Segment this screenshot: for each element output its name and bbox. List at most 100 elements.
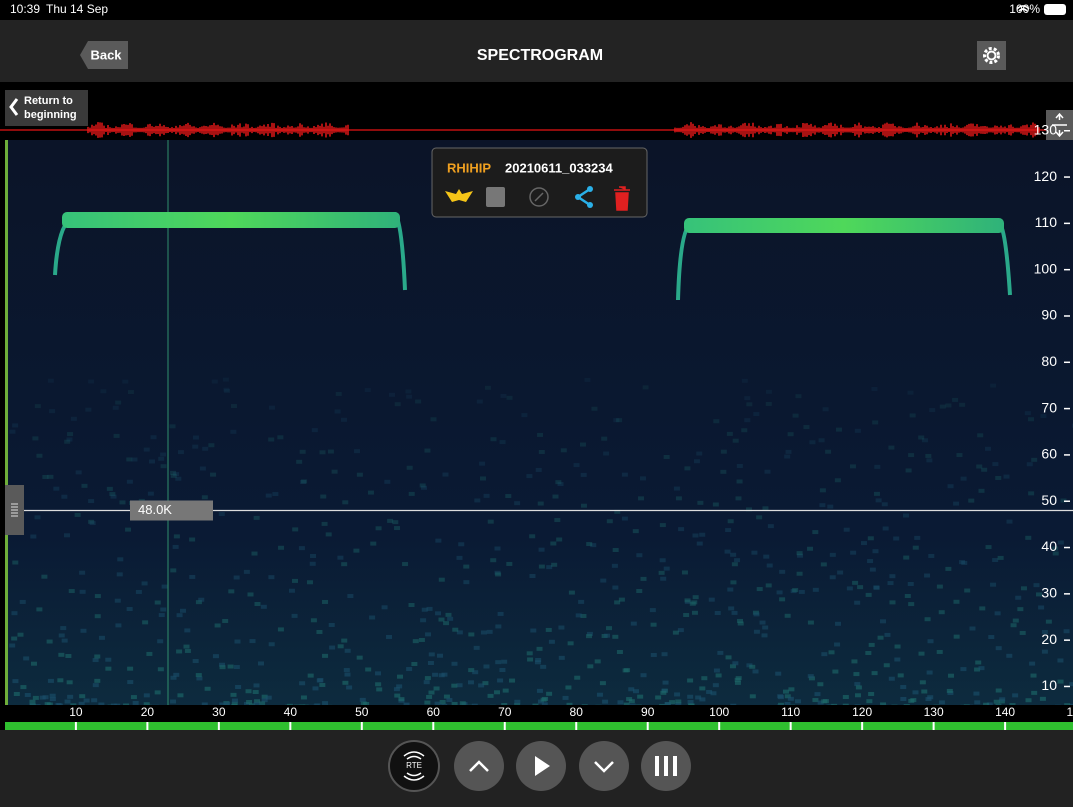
noise-cell	[787, 696, 794, 701]
noise-cell	[199, 466, 206, 471]
noise-cell	[883, 663, 890, 668]
noise-cell	[779, 569, 786, 574]
noise-cell	[456, 683, 463, 688]
noise-cell	[697, 500, 704, 505]
return-label[interactable]: Return to	[24, 95, 73, 107]
back-button[interactable]	[80, 41, 128, 69]
gear-icon[interactable]	[983, 47, 1000, 64]
noise-cell	[214, 623, 221, 628]
noise-cell	[494, 546, 501, 551]
noise-cell	[726, 431, 733, 436]
down-button[interactable]	[579, 741, 629, 791]
noise-cell	[545, 627, 552, 632]
handle-grip	[11, 503, 18, 517]
noise-cell	[344, 672, 351, 677]
noise-cell	[298, 546, 305, 551]
noise-cell	[612, 585, 619, 590]
up-button[interactable]	[454, 741, 504, 791]
noise-cell	[160, 607, 167, 612]
x-tick-label: 90	[641, 705, 655, 719]
trash-icon[interactable]	[614, 186, 630, 211]
noise-cell	[183, 644, 190, 649]
noise-cell	[699, 532, 706, 537]
noise-cell	[960, 476, 967, 481]
notebook-icon[interactable]	[486, 187, 505, 207]
marker-label: 48.0K	[138, 502, 172, 517]
noise-cell	[874, 464, 881, 469]
noise-cell	[359, 697, 366, 702]
bat-icon[interactable]	[445, 189, 473, 202]
noise-cell	[947, 690, 954, 695]
noise-cell	[696, 541, 703, 546]
time-axis-strip	[0, 705, 1073, 722]
noise-cell	[127, 390, 134, 395]
noise-cell	[749, 664, 756, 669]
waveform-segment	[674, 122, 1040, 138]
y-tick-label: 100	[1034, 260, 1058, 276]
return-label[interactable]: beginning	[24, 109, 77, 121]
noise-cell	[894, 644, 901, 649]
noise-cell	[734, 558, 741, 563]
noise-cell	[9, 643, 16, 648]
noise-cell	[439, 700, 446, 705]
noise-cell	[817, 682, 824, 687]
noise-cell	[684, 598, 691, 603]
noise-cell	[487, 519, 494, 524]
y-tick-label: 120	[1034, 168, 1058, 184]
noise-cell	[1029, 661, 1036, 666]
noise-cell	[807, 674, 814, 679]
noise-cell	[486, 629, 493, 634]
noise-cell	[924, 573, 931, 578]
return-button[interactable]	[5, 90, 88, 126]
noise-cell	[451, 661, 458, 666]
noise-cell	[106, 486, 113, 491]
noise-cell	[252, 690, 259, 695]
noise-cell	[430, 417, 437, 422]
noise-cell	[480, 630, 487, 635]
compass-icon[interactable]	[529, 187, 549, 207]
noise-cell	[227, 664, 234, 669]
noise-cell	[661, 652, 668, 657]
noise-cell	[661, 688, 668, 693]
back-label[interactable]: Back	[90, 47, 122, 62]
noise-cell	[288, 588, 295, 593]
noise-cell	[344, 648, 351, 653]
noise-cell	[356, 472, 363, 477]
noise-cell	[1025, 698, 1032, 703]
noise-cell	[713, 419, 720, 424]
noise-cell	[753, 612, 760, 617]
noise-cell	[765, 389, 772, 394]
noise-cell	[866, 699, 873, 704]
noise-cell	[83, 698, 90, 703]
noise-cell	[94, 654, 101, 659]
time-axis: 10 20 30 40 50 60 70 80 90 100 110 120 130 140 150	[69, 705, 1073, 730]
settings-button[interactable]	[977, 41, 1006, 70]
noise-cell	[977, 433, 984, 438]
noise-cell	[495, 572, 502, 577]
noise-cell	[900, 685, 907, 690]
noise-cell	[514, 702, 521, 705]
noise-cell	[231, 701, 238, 705]
noise-cell	[927, 639, 934, 644]
noise-cell	[599, 681, 606, 686]
noise-cell	[253, 702, 260, 705]
noise-cell	[463, 580, 470, 585]
x-tick-label: 60	[427, 705, 441, 719]
noise-cell	[796, 551, 803, 556]
rte-button[interactable]	[388, 740, 440, 792]
noise-cell	[1031, 690, 1038, 695]
noise-cell	[201, 702, 208, 705]
noise-cell	[1020, 586, 1027, 591]
noise-cell	[9, 429, 16, 434]
noise-cell	[580, 503, 587, 508]
noise-cell	[1026, 462, 1033, 467]
noise-cell	[105, 657, 112, 662]
noise-cell	[538, 564, 545, 569]
noise-cell	[514, 501, 521, 506]
noise-cell	[412, 639, 419, 644]
noise-cell	[635, 704, 642, 705]
noise-cell	[272, 704, 279, 705]
noise-cell	[820, 562, 827, 567]
noise-cell	[58, 652, 65, 657]
noise-cell	[369, 615, 376, 620]
